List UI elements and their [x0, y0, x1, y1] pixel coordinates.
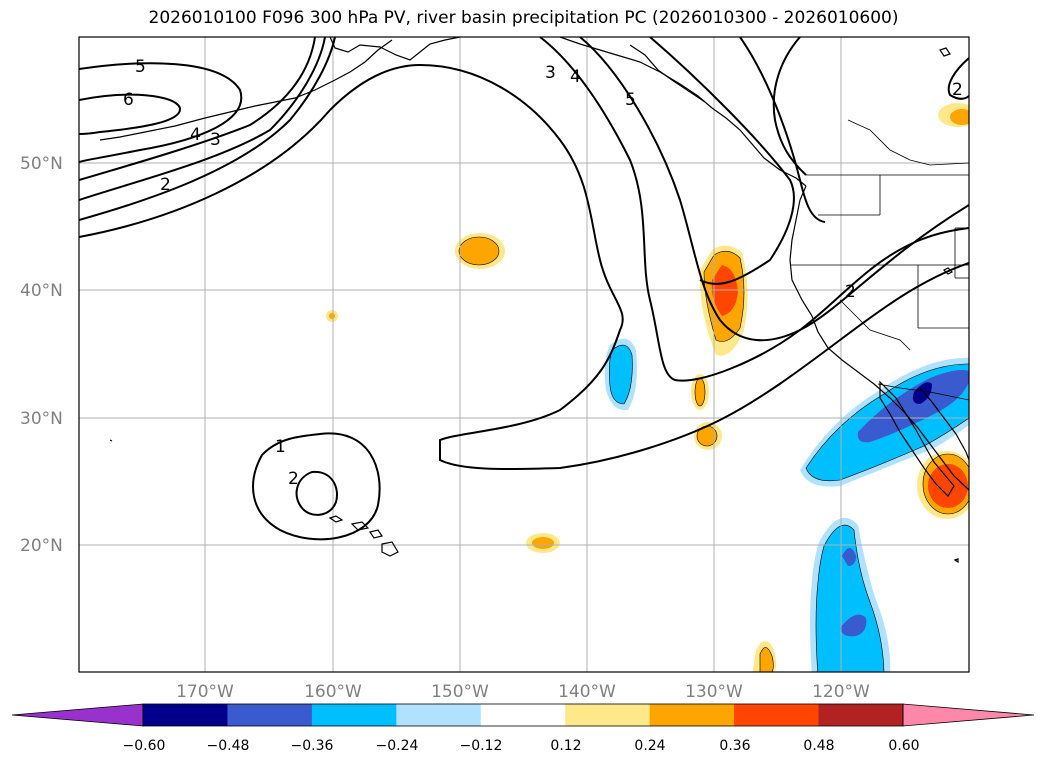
contour-label: 2	[288, 469, 299, 489]
lon-label: 120°W	[812, 682, 870, 702]
colorbar-frame	[142, 703, 904, 727]
colorbar	[11, 703, 1035, 727]
colorbar-tick-label: 0.24	[634, 738, 665, 754]
colorbar-segment	[649, 704, 735, 726]
precipitation-shading	[326, 103, 969, 672]
colorbar-segment	[818, 704, 904, 726]
contour-label: 6	[123, 90, 134, 110]
colorbar-tick-label: −0.36	[291, 738, 334, 754]
contour-label: 2	[845, 282, 856, 302]
colorbar-segment	[565, 704, 651, 726]
contour-label: 2	[952, 80, 963, 100]
longitude-labels: 170°W 160°W 150°W 140°W 130°W 120°W	[176, 682, 870, 702]
colorbar-tick-labels: −0.60 −0.48 −0.36 −0.24 −0.12 0.12 0.24 …	[123, 738, 920, 754]
graticule	[79, 37, 969, 672]
contour-label: 1	[275, 437, 286, 457]
colorbar-tick-label: −0.48	[207, 738, 250, 754]
colorbar-tick-label: −0.12	[460, 738, 503, 754]
contour-labels: 5 6 4 3 2 3 4 5 2 1 2 2	[123, 57, 963, 489]
colorbar-segment	[480, 704, 566, 726]
map-title: 2026010100 F096 300 hPa PV, river basin …	[148, 8, 899, 28]
colorbar-tick-label: 0.12	[550, 738, 581, 754]
contour-label: 3	[210, 130, 221, 150]
lat-label: 40°N	[20, 281, 63, 301]
colorbar-segment	[734, 704, 820, 726]
contour-label: 5	[135, 57, 146, 77]
contour-label: 5	[625, 90, 636, 110]
plot-frame	[78, 36, 970, 673]
colorbar-tick-label: 0.60	[888, 738, 919, 754]
latitude-labels: 50°N 40°N 30°N 20°N	[20, 154, 63, 556]
colorbar-segment	[227, 704, 313, 726]
lat-label: 20°N	[20, 536, 63, 556]
colorbar-segment	[396, 704, 482, 726]
lat-label: 50°N	[20, 154, 63, 174]
lon-label: 150°W	[431, 682, 489, 702]
contour-label: 2	[160, 175, 171, 195]
colorbar-tick-label: −0.24	[376, 738, 419, 754]
colorbar-tick-label: 0.36	[719, 738, 750, 754]
colorbar-tick-label: −0.60	[123, 738, 166, 754]
colorbar-extend-high	[902, 703, 1035, 727]
contour-label: 4	[570, 67, 581, 87]
colorbar-tick-label: 0.48	[803, 738, 834, 754]
colorbar-segment	[311, 704, 397, 726]
lat-label: 30°N	[20, 409, 63, 429]
contour-label: 3	[545, 63, 556, 83]
lon-label: 170°W	[176, 682, 234, 702]
political-borders	[790, 119, 969, 401]
pv-contours	[79, 37, 969, 541]
contour-label: 4	[190, 125, 201, 145]
colorbar-segment	[143, 704, 228, 726]
colorbar-extend-low	[11, 703, 144, 727]
lon-label: 160°W	[304, 682, 362, 702]
lon-label: 140°W	[558, 682, 616, 702]
lon-label: 130°W	[685, 682, 743, 702]
